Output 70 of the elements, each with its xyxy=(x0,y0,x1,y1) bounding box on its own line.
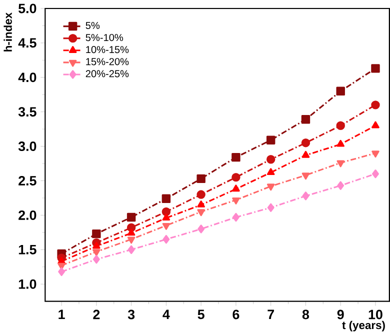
point xyxy=(197,200,205,208)
point xyxy=(301,138,310,148)
x-tick-label: 8 xyxy=(302,310,310,320)
x-tick-label: 5 xyxy=(198,310,204,320)
point xyxy=(127,228,136,236)
y-tick-label: 4.5 xyxy=(18,38,36,48)
legend-label: 5%-10% xyxy=(86,34,124,42)
point xyxy=(162,234,170,244)
point xyxy=(267,203,274,212)
legend-label: 10%-15% xyxy=(86,46,129,54)
y-tick-label: 2.5 xyxy=(18,176,36,186)
point xyxy=(92,229,101,238)
legend-label: 20%-25% xyxy=(86,70,129,78)
y-tick-label: 1.0 xyxy=(18,279,36,289)
point xyxy=(266,184,275,191)
point xyxy=(302,172,310,180)
x-tick-label: 7 xyxy=(268,310,274,319)
point xyxy=(336,86,345,96)
x-tick-label: 4 xyxy=(162,310,170,319)
point xyxy=(92,254,100,264)
point xyxy=(196,190,206,199)
point xyxy=(372,121,380,128)
point xyxy=(198,224,205,234)
point xyxy=(302,192,310,200)
x-tick-label: 1 xyxy=(58,310,65,319)
y-tick-label: 5.0 xyxy=(18,4,36,14)
y-tick-label: 2.0 xyxy=(18,210,36,220)
point xyxy=(336,140,344,147)
point xyxy=(232,212,240,222)
point xyxy=(196,174,206,184)
point xyxy=(232,184,240,192)
legend-label: 5% xyxy=(86,22,100,30)
y-tick-label: 3.5 xyxy=(18,107,36,117)
point xyxy=(371,100,380,110)
point xyxy=(266,168,275,176)
point xyxy=(301,115,310,124)
point xyxy=(232,197,240,204)
x-tick-label: 10 xyxy=(368,310,382,320)
x-tick-label: 9 xyxy=(337,310,344,320)
point xyxy=(162,222,170,230)
point xyxy=(266,154,276,164)
point xyxy=(197,209,205,216)
point xyxy=(92,242,100,249)
y-tick-label: 3.0 xyxy=(18,142,36,152)
point xyxy=(232,152,240,162)
point xyxy=(58,267,66,276)
point xyxy=(336,160,344,168)
point xyxy=(266,136,276,144)
y-axis-title: h-index xyxy=(4,12,12,52)
y-tick-label: 4.0 xyxy=(18,72,36,82)
y-tick-label: 1.5 xyxy=(18,244,36,254)
x-tick-label: 3 xyxy=(128,310,135,320)
x-tick-label: 2 xyxy=(93,310,100,320)
point xyxy=(302,150,310,158)
point xyxy=(336,121,345,130)
x-tick-label: 6 xyxy=(232,310,240,320)
legend-label: 15%-20% xyxy=(86,58,129,66)
point xyxy=(126,212,136,222)
point xyxy=(127,236,136,244)
point xyxy=(371,64,380,73)
point xyxy=(162,214,170,220)
point xyxy=(372,150,380,158)
point xyxy=(232,172,240,182)
point xyxy=(162,194,171,203)
point xyxy=(162,207,171,216)
point xyxy=(128,245,135,254)
point xyxy=(372,169,379,178)
point xyxy=(337,181,344,190)
x-axis-title: t (years) xyxy=(342,320,385,332)
point xyxy=(92,249,100,256)
